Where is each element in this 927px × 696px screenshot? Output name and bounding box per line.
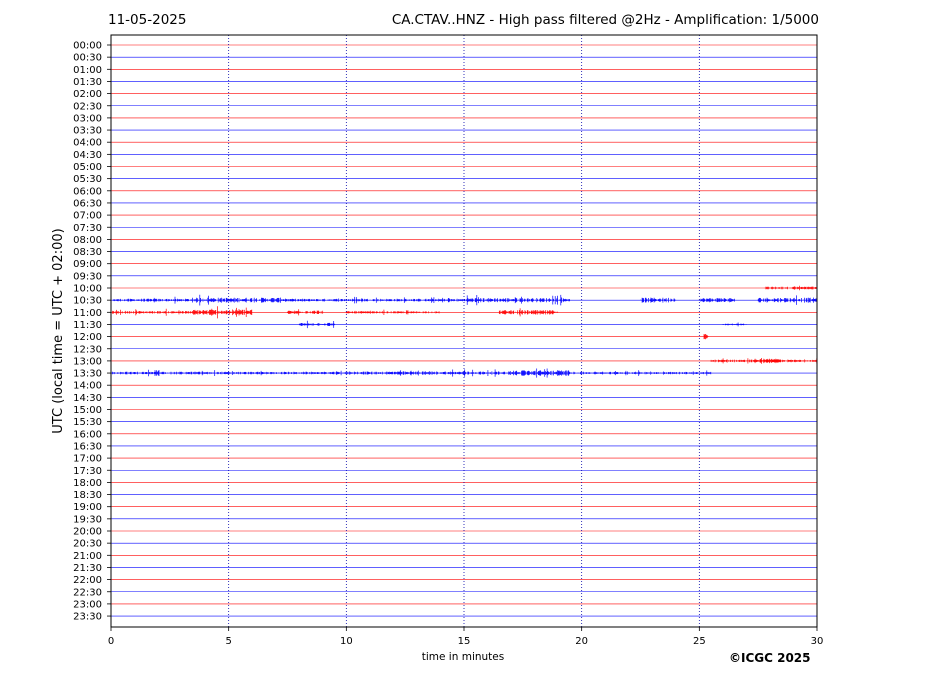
seismic-burst	[703, 334, 709, 340]
seismic-burst	[287, 296, 464, 304]
y-tick-label: 06:30	[73, 198, 102, 209]
seismic-burst	[569, 370, 688, 376]
y-tick-label: 03:00	[73, 113, 102, 124]
y-tick-label: 23:30	[73, 612, 102, 623]
seismic-burst	[463, 294, 570, 306]
y-tick-label: 04:30	[73, 150, 102, 161]
y-tick-label: 11:30	[73, 320, 102, 331]
x-tick-label: 25	[693, 636, 706, 647]
y-tick-label: 21:00	[73, 551, 102, 562]
y-tick-label: 12:30	[73, 344, 102, 355]
date-label: 11-05-2025	[108, 12, 187, 28]
seismic-burst	[687, 370, 712, 376]
y-tick-label: 10:30	[73, 296, 102, 307]
y-tick-label: 13:00	[73, 356, 102, 367]
seismic-burst	[757, 295, 817, 305]
y-tick-label: 05:30	[73, 174, 102, 185]
y-tick-label: 14:00	[73, 381, 102, 392]
seismic-burst	[640, 297, 677, 303]
x-tick-label: 10	[340, 636, 353, 647]
y-tick-label: 08:00	[73, 235, 102, 246]
y-tick-label: 00:30	[73, 53, 102, 64]
seismic-burst	[722, 322, 747, 327]
y-tick-label: 16:00	[73, 429, 102, 440]
y-tick-label: 15:30	[73, 417, 102, 428]
y-tick-label: 11:00	[73, 308, 102, 319]
y-tick-label: 09:30	[73, 271, 102, 282]
y-tick-label: 09:00	[73, 259, 102, 270]
x-tick-label: 20	[575, 636, 588, 647]
x-tick-label: 0	[108, 636, 114, 647]
y-tick-label: 18:30	[73, 490, 102, 501]
seismic-burst	[345, 369, 511, 377]
y-tick-label: 16:30	[73, 441, 102, 452]
y-tick-label: 21:30	[73, 563, 102, 574]
y-tick-label: 00:00	[73, 41, 102, 52]
x-tick-label: 5	[225, 636, 231, 647]
y-axis-label: UTC (local time = UTC + 02:00)	[51, 228, 66, 433]
y-tick-label: 07:00	[73, 211, 102, 222]
x-tick-label: 15	[458, 636, 471, 647]
y-tick-label: 15:00	[73, 405, 102, 416]
seismic-burst	[498, 308, 559, 317]
y-tick-label: 01:00	[73, 65, 102, 76]
seismic-burst	[757, 358, 782, 364]
y-tick-label: 10:00	[73, 284, 102, 295]
y-tick-label: 02:30	[73, 101, 102, 112]
seismic-burst	[287, 309, 324, 316]
seismic-burst	[110, 296, 193, 304]
chart-title: CA.CTAV..HNZ - High pass filtered @2Hz -…	[391, 12, 819, 28]
y-tick-label: 23:00	[73, 599, 102, 610]
seismic-burst	[204, 370, 347, 376]
y-tick-label: 14:30	[73, 393, 102, 404]
y-tick-label: 12:00	[73, 332, 102, 343]
y-tick-label: 01:30	[73, 77, 102, 88]
seismic-burst	[193, 294, 288, 306]
y-tick-label: 03:30	[73, 126, 102, 137]
x-tick-label: 30	[811, 636, 824, 647]
y-tick-label: 04:00	[73, 138, 102, 149]
seismic-burst	[510, 368, 570, 378]
seismic-burst	[110, 308, 193, 316]
y-tick-label: 20:30	[73, 539, 102, 550]
y-tick-label: 17:30	[73, 466, 102, 477]
y-tick-label: 20:00	[73, 527, 102, 538]
y-tick-label: 13:30	[73, 369, 102, 380]
plot-frame	[110, 34, 818, 628]
y-tick-label: 18:00	[73, 478, 102, 489]
seismic-burst	[298, 320, 335, 329]
seismic-burst	[764, 285, 817, 291]
y-tick-label: 02:00	[73, 89, 102, 100]
y-tick-label: 19:00	[73, 502, 102, 513]
seismic-burst	[698, 298, 735, 303]
copyright-label: ©ICGC 2025	[729, 651, 811, 665]
y-tick-label: 22:30	[73, 587, 102, 598]
y-tick-label: 08:30	[73, 247, 102, 258]
x-axis-label: time in minutes	[422, 651, 504, 663]
y-tick-label: 17:00	[73, 454, 102, 465]
y-tick-label: 19:30	[73, 514, 102, 525]
y-tick-label: 05:00	[73, 162, 102, 173]
y-tick-label: 07:30	[73, 223, 102, 234]
y-tick-label: 22:00	[73, 575, 102, 586]
y-tick-label: 06:00	[73, 186, 102, 197]
